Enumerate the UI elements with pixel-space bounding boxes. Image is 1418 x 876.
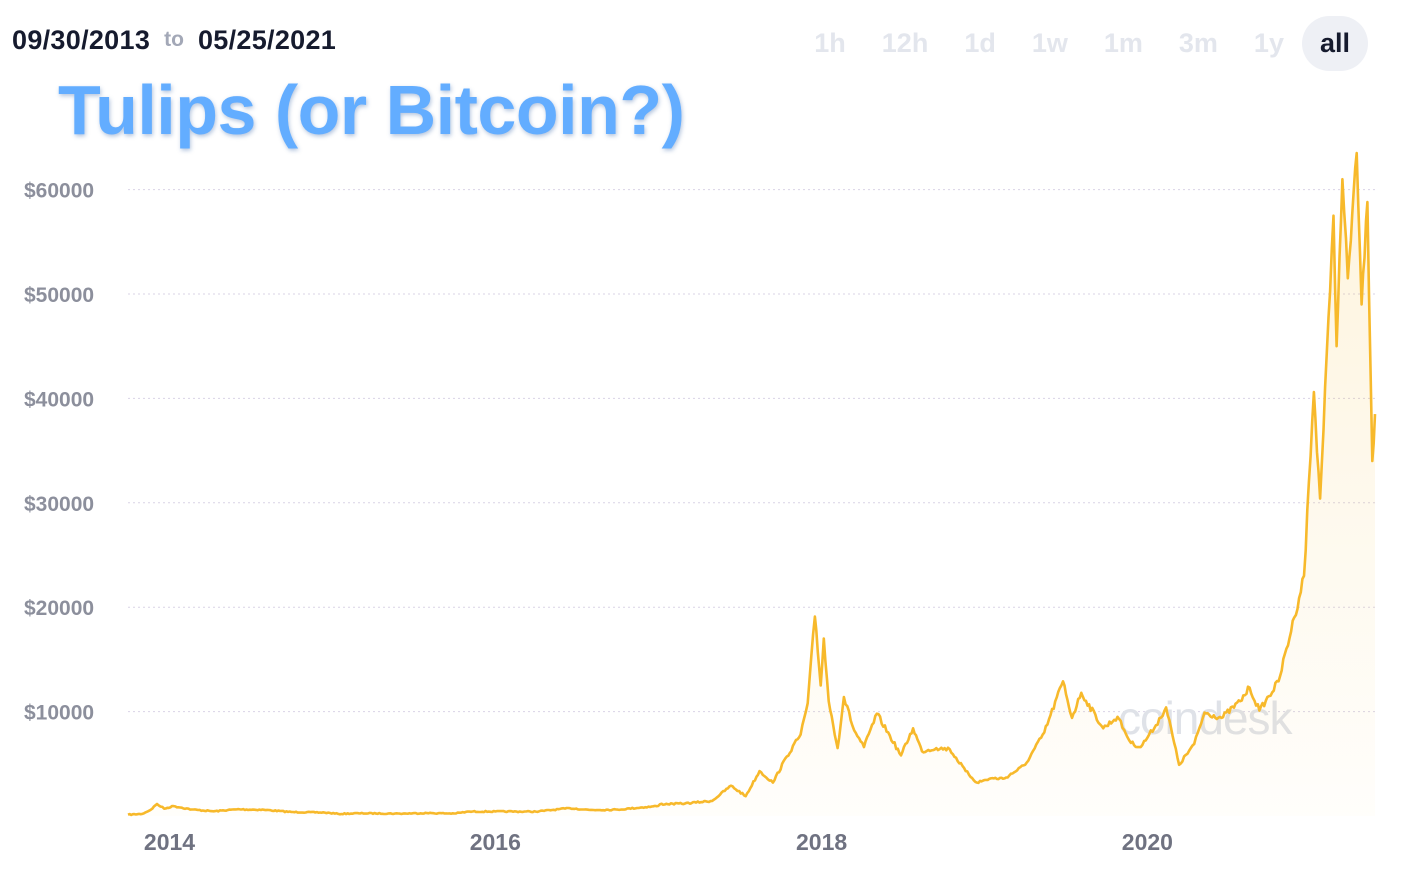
range-button-1y[interactable]: 1y <box>1253 28 1284 58</box>
x-tick-label: 2016 <box>470 829 521 855</box>
y-tick-label: $40000 <box>24 388 94 411</box>
range-button-all[interactable]: all <box>1301 16 1368 71</box>
price-line <box>127 151 1377 817</box>
y-tick-label: $30000 <box>24 493 94 516</box>
range-button-1w[interactable]: 1w <box>1031 28 1068 58</box>
x-tick-label: 2020 <box>1122 829 1173 855</box>
date-range-header: 09/30/2013 to 05/25/2021 <box>12 22 336 58</box>
grid-lines <box>128 189 1375 713</box>
price-area <box>128 153 1375 817</box>
chart-title: Tulips (or Bitcoin?) <box>58 71 685 149</box>
y-tick-label: $10000 <box>24 702 94 725</box>
to-label: to <box>164 28 184 51</box>
range-button-1h[interactable]: 1h <box>814 28 846 58</box>
x-axis: 2014 2016 2018 2020 <box>144 829 1173 855</box>
range-button-12h[interactable]: 12h <box>881 28 929 58</box>
x-tick-label: 2014 <box>144 829 195 855</box>
y-axis: $10000 $20000 $30000 $40000 $50000 $60000 <box>24 180 94 725</box>
end-date[interactable]: 05/25/2021 <box>197 24 337 55</box>
range-button-1d[interactable]: 1d <box>964 28 996 58</box>
range-button-3m[interactable]: 3m <box>1178 28 1218 58</box>
time-range-selector: 1h 12h 1d 1w 1m 3m 1y all <box>778 16 1368 71</box>
start-date[interactable]: 09/30/2013 <box>12 24 151 55</box>
y-tick-label: $60000 <box>24 180 94 203</box>
y-tick-label: $20000 <box>24 597 94 620</box>
x-tick-label: 2018 <box>796 829 847 855</box>
y-tick-label: $50000 <box>24 284 94 307</box>
range-button-1m[interactable]: 1m <box>1103 28 1143 58</box>
